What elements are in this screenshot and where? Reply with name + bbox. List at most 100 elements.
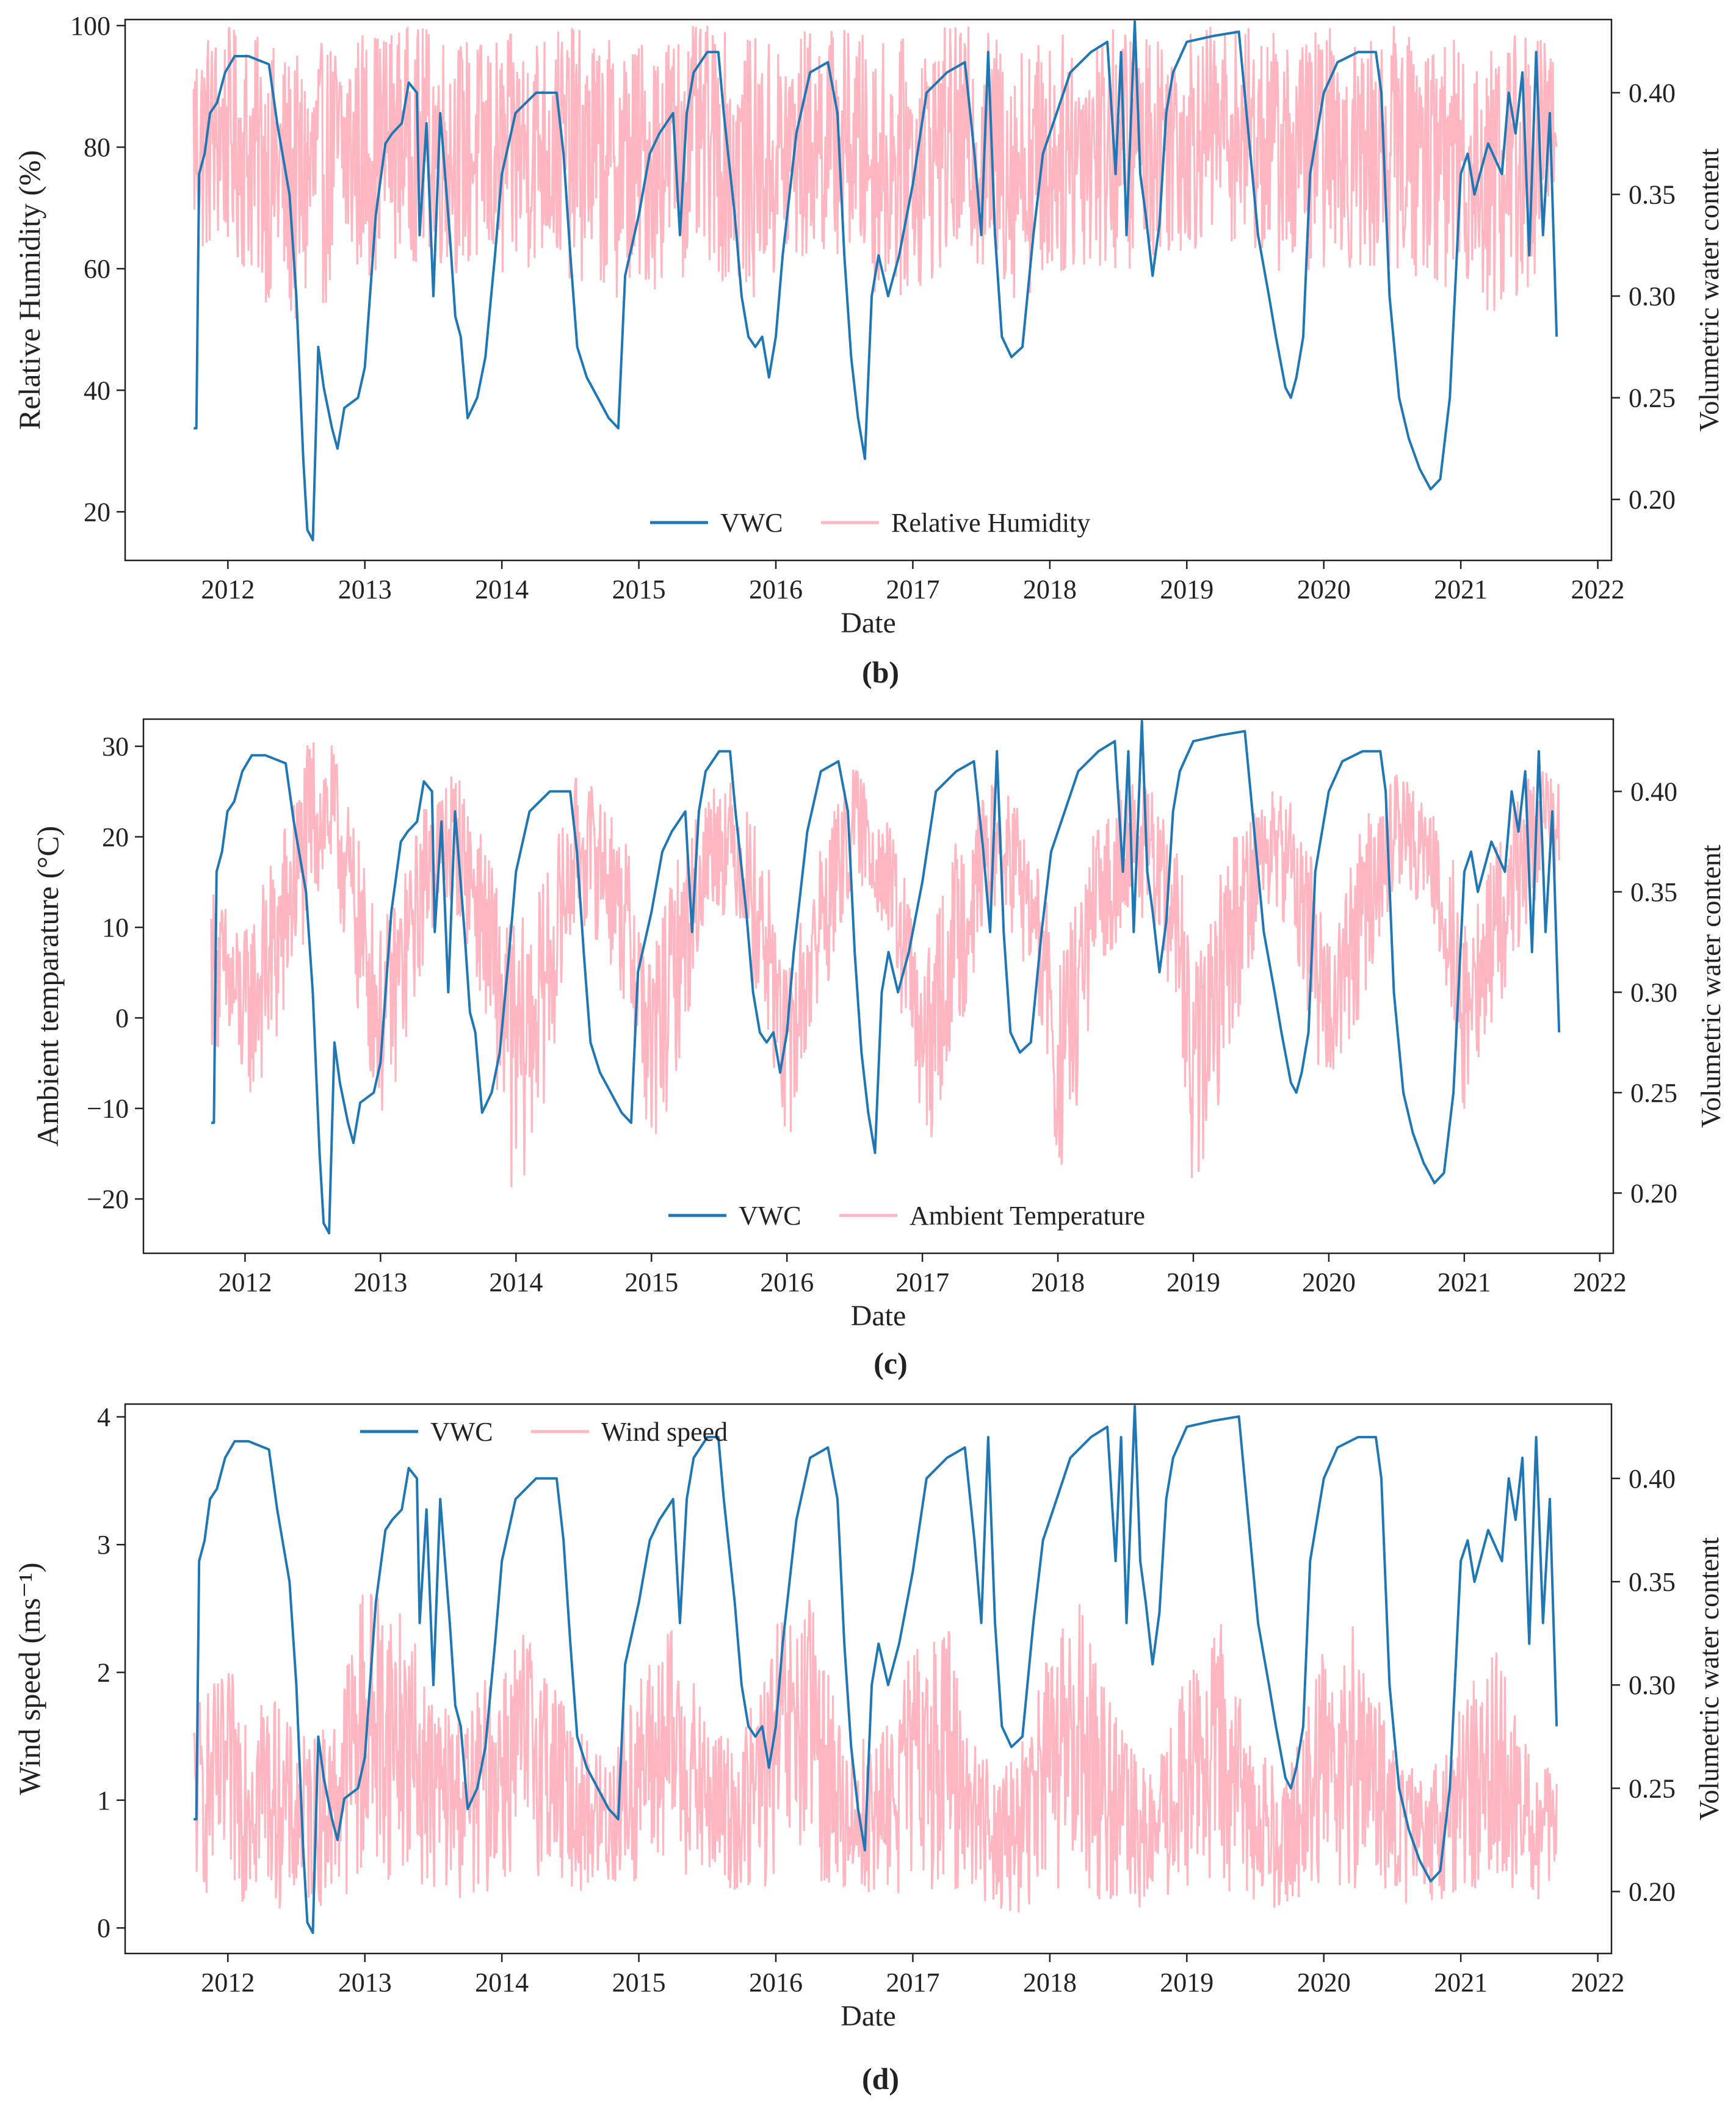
x-tick-label: 2013 [338,574,392,604]
y-left-tick-label: 1 [97,1786,110,1816]
met-series-line [210,742,1560,1187]
y-axis-left: 0 1 2 3 4 Wind speed (ms⁻¹) [12,1402,125,1943]
x-tick-label: 2014 [475,574,529,604]
x-tick-label: 2018 [1023,1968,1077,1997]
y-left-tick-label: 0 [97,1913,110,1943]
legend-met-label: Ambient Temperature [910,1201,1145,1231]
y-right-tick-label: 0.30 [1629,281,1676,311]
legend-met-label: Wind speed [601,1417,728,1447]
x-tick-label: 2020 [1297,574,1351,604]
y-right-tick-label: 0.40 [1629,1464,1676,1494]
panel-b: 2012 2013 2014 2015 2016 2017 2018 2019 2020 2021… [12,11,1724,689]
y-left-tick-label: 40 [84,375,110,405]
y-right-tick-label: 0.25 [1630,1078,1677,1108]
x-tick-label: 2016 [760,1267,814,1297]
y-right-tick-label: 0.40 [1630,777,1677,806]
x-tick-label: 2014 [475,1968,529,1997]
plot-frame [142,718,1615,1255]
x-tick-label: 2012 [201,1968,255,1997]
y-left-tick-label: 20 [102,822,129,852]
x-tick-label: 2015 [612,574,666,604]
y-axis-left: −20 −10 0 10 20 30 Ambient temparature (°C) [31,731,143,1214]
y-axis-left-title: Relative Humidity (%) [12,150,46,430]
y-right-tick-label: 0.20 [1630,1178,1677,1208]
x-tick-label: 2022 [1573,1267,1627,1297]
legend-met-label: Relative Humidity [891,508,1090,538]
x-tick-label: 2016 [749,574,803,604]
x-tick-label: 2014 [489,1267,543,1297]
panel-c: 2012 2013 2014 2015 2016 2017 2018 2019 2020 2021… [31,718,1726,1380]
y-axis-right-title: Volumetric water content [1695,844,1726,1128]
plot-frame [124,1403,1613,1955]
legend: VWC Ambient Temperature [668,1201,1145,1231]
x-tick-label: 2017 [886,1968,939,1997]
x-tick-label: 2012 [218,1267,272,1297]
x-tick-label: 2015 [612,1968,666,1997]
met-series-line [192,26,1558,319]
panel-caption: (d) [862,2062,899,2096]
panel-caption: (c) [873,1346,908,1380]
x-axis-title: Date [851,1300,906,1332]
y-axis-right-title: Volumetric water content [1693,148,1724,432]
x-tick-label: 2019 [1166,1267,1220,1297]
y-right-tick-label: 0.35 [1629,179,1676,209]
x-tick-label: 2017 [895,1267,949,1297]
y-left-tick-label: 0 [115,1003,129,1033]
x-tick-label: 2015 [624,1267,678,1297]
y-left-tick-label: 100 [70,11,110,41]
x-axis: 2012 2013 2014 2015 2016 2017 2018 2019 2020 2021… [201,560,1625,639]
vwc-series-line [211,720,1561,1235]
x-tick-label: 2013 [338,1968,392,1997]
y-left-tick-label: 30 [102,731,129,761]
y-axis-left: 20 40 60 80 100 Relative Humidity (%) [12,11,125,527]
x-tick-label: 2021 [1438,1267,1491,1297]
y-left-tick-label: 80 [84,132,110,162]
y-right-tick-label: 0.20 [1629,485,1676,515]
y-right-tick-label: 0.40 [1629,78,1676,108]
y-right-tick-label: 0.25 [1629,383,1676,413]
met-series-line [192,1593,1558,1913]
x-axis: 2012 2013 2014 2015 2016 2017 2018 2019 2020 2021… [201,1953,1625,2032]
y-left-tick-label: 4 [97,1402,110,1432]
y-left-tick-label: 3 [97,1530,110,1560]
vwc-series-line [193,1405,1558,1935]
x-tick-label: 2021 [1434,574,1488,604]
y-axis-right: 0.20 0.25 0.30 0.35 0.40 Volumetric water con… [1613,777,1726,1208]
x-tick-label: 2022 [1571,1968,1625,1997]
legend-vwc-label: VWC [739,1201,801,1231]
legend-vwc-label: VWC [720,508,783,538]
x-tick-label: 2020 [1297,1968,1351,1997]
y-right-tick-label: 0.35 [1629,1567,1676,1597]
legend-vwc-label: VWC [430,1417,493,1447]
y-axis-left-title: Ambient temparature (°C) [31,826,65,1146]
x-tick-label: 2012 [201,574,255,604]
y-right-tick-label: 0.30 [1629,1670,1676,1700]
y-right-tick-label: 0.35 [1630,877,1677,907]
y-right-tick-label: 0.20 [1629,1877,1676,1906]
x-axis-title: Date [841,607,896,639]
x-tick-label: 2016 [749,1968,803,1997]
y-right-tick-label: 0.30 [1630,977,1677,1007]
x-tick-label: 2019 [1160,574,1213,604]
x-axis: 2012 2013 2014 2015 2016 2017 2018 2019 2020 2021… [218,1253,1627,1332]
y-axis-left-title: Wind speed (ms⁻¹) [12,1563,46,1795]
x-tick-label: 2017 [886,574,939,604]
y-axis-right: 0.20 0.25 0.30 0.35 0.40 Volumetric water con… [1611,78,1724,515]
legend: VWC Wind speed [360,1417,728,1447]
x-axis-title: Date [841,2000,896,2032]
y-left-tick-label: 10 [102,913,129,943]
x-tick-label: 2020 [1302,1267,1356,1297]
y-right-tick-label: 0.25 [1629,1773,1676,1803]
y-axis-right: 0.20 0.25 0.30 0.35 0.40 Volumetric water con… [1611,1464,1724,1906]
x-tick-label: 2018 [1023,574,1077,604]
y-left-tick-label: 2 [97,1658,110,1688]
x-tick-label: 2013 [353,1267,407,1297]
panel-caption: (b) [862,655,899,689]
y-left-tick-label: 60 [84,254,110,284]
legend: VWC Relative Humidity [650,508,1090,538]
x-tick-label: 2018 [1031,1267,1085,1297]
panel-d: 2012 2013 2014 2015 2016 2017 2018 2019 2020 2021… [12,1402,1724,2096]
x-tick-label: 2022 [1571,574,1625,604]
x-tick-label: 2021 [1434,1968,1488,1997]
